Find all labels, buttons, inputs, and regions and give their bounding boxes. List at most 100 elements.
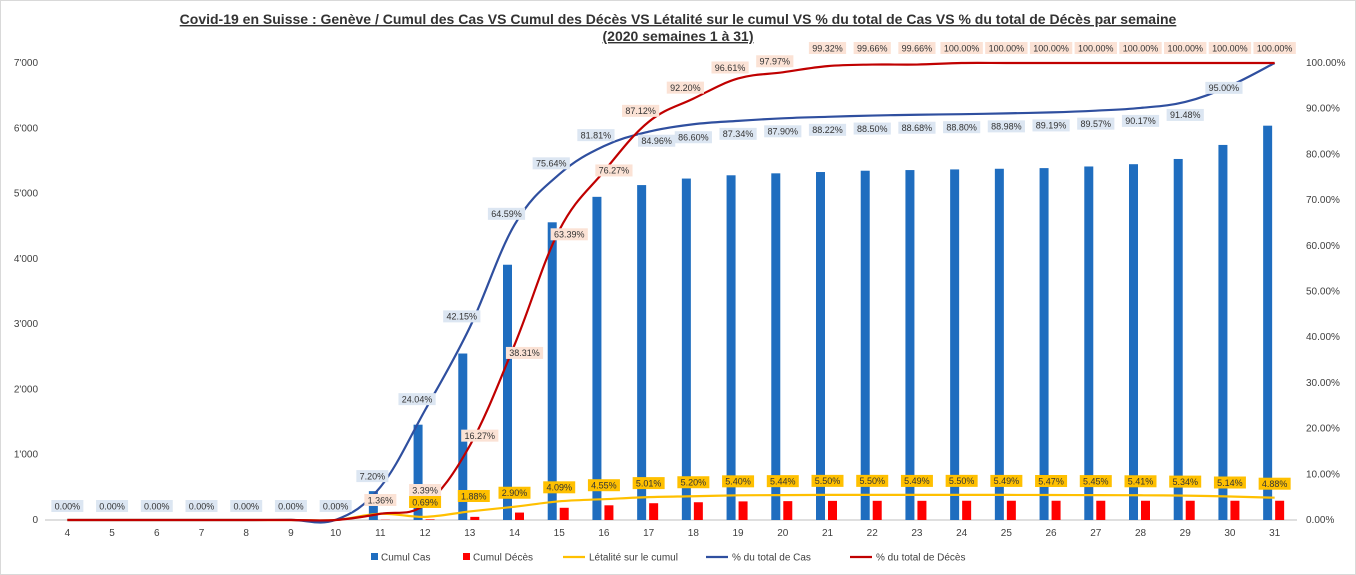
label-pct-cas-bg <box>898 121 936 134</box>
bar-cumul-cas <box>681 178 691 520</box>
bar-cumul-deces <box>425 519 435 520</box>
x-tick-label: 20 <box>777 528 789 539</box>
x-tick-label: 4 <box>65 528 71 539</box>
label-pct-deces-bg <box>595 164 633 177</box>
y-tick-label: 0 <box>32 515 38 526</box>
label-letalite-bg <box>722 475 755 488</box>
x-tick-label: 25 <box>1001 528 1013 539</box>
y2-tick-label: 40.00% <box>1306 332 1340 343</box>
x-tick-label: 15 <box>554 528 566 539</box>
label-pct-deces-bg <box>461 429 499 442</box>
bar-cumul-deces <box>1185 500 1195 520</box>
label-pct-cas-bg <box>1077 117 1115 130</box>
y2-tick-label: 30.00% <box>1306 378 1340 389</box>
bar-cumul-deces <box>872 500 882 520</box>
y2-tick-label: 20.00% <box>1306 424 1340 435</box>
label-pct-cas-bg <box>274 500 307 512</box>
label-letalite: 5.47% <box>1038 476 1064 486</box>
label-pct-cas-bg <box>764 125 802 138</box>
x-tick-label: 6 <box>154 528 160 539</box>
label-pct-cas-bg <box>230 500 263 512</box>
bar-cumul-cas <box>413 424 423 520</box>
data-labels: 0.00% 0.00% 0.00% 0.00% 0.00% 0.00% 0.00% 7.20%… <box>51 42 1296 512</box>
label-letalite-bg <box>1169 475 1202 488</box>
label-letalite: 5.14% <box>1217 478 1243 488</box>
label-pct-deces: 100.00% <box>1167 43 1203 53</box>
label-pct-cas: 89.19% <box>1036 121 1067 131</box>
label-letalite: 4.55% <box>591 481 617 491</box>
bar-cumul-cas <box>547 222 557 520</box>
label-letalite-bg <box>900 474 933 487</box>
label-pct-deces-bg <box>622 104 660 117</box>
x-tick-label: 17 <box>643 528 655 539</box>
label-pct-cas: 0.00% <box>144 501 170 511</box>
label-pct-cas: 84.96% <box>641 136 672 146</box>
label-pct-deces-bg <box>1253 42 1296 54</box>
y2-tick-label: 100.00% <box>1306 58 1346 69</box>
label-pct-deces: 100.00% <box>1123 43 1159 53</box>
label-pct-deces-bg <box>505 346 544 359</box>
label-pct-cas-bg <box>577 129 615 142</box>
label-pct-deces: 96.61% <box>715 63 746 73</box>
y2-tick-label: 90.00% <box>1306 104 1340 115</box>
label-pct-cas: 81.81% <box>581 130 612 140</box>
y-tick-label: 5'000 <box>14 189 39 200</box>
label-pct-deces-bg <box>1208 42 1252 54</box>
label-pct-deces-bg <box>756 55 794 68</box>
label-pct-cas: 88.80% <box>946 122 977 132</box>
label-letalite-bg <box>677 476 710 489</box>
bar-cumul-deces <box>828 500 837 520</box>
label-pct-cas-bg <box>443 310 481 323</box>
label-pct-cas-bg <box>1032 119 1070 132</box>
label-pct-deces: 100.00% <box>1078 43 1114 53</box>
legend: Cumul Cas Cumul Décès Létalité sur le cumu… <box>371 553 966 564</box>
label-pct-cas: 87.34% <box>723 129 754 139</box>
x-tick-label: 11 <box>375 528 386 539</box>
label-letalite-bg <box>766 475 799 488</box>
label-pct-cas: 91.48% <box>1170 110 1201 120</box>
label-pct-cas-bg <box>487 207 526 220</box>
y2-tick-label: 70.00% <box>1306 195 1340 206</box>
bar-cumul-deces <box>1096 500 1106 520</box>
label-letalite-bg <box>1079 475 1112 488</box>
label-letalite: 5.50% <box>815 476 841 486</box>
label-pct-cas: 88.50% <box>857 124 888 134</box>
bar-cumul-cas <box>637 185 647 520</box>
y-tick-label: 1'000 <box>14 450 39 461</box>
bar-cumul-cas <box>726 175 736 520</box>
label-letalite-bg <box>409 496 442 508</box>
label-letalite-bg <box>498 486 531 499</box>
label-pct-deces-bg <box>985 42 1028 54</box>
bar-cumul-cas <box>771 173 781 520</box>
label-letalite: 5.49% <box>904 476 930 486</box>
label-letalite-bg <box>945 474 978 487</box>
label-pct-cas: 0.00% <box>233 501 259 511</box>
bar-cumul-cas <box>860 170 870 520</box>
bar-cumul-cas <box>1263 125 1273 520</box>
label-letalite-bg <box>811 474 844 487</box>
legend-label: Cumul Décès <box>473 553 533 564</box>
label-pct-deces-bg <box>409 484 442 496</box>
label-letalite: 5.50% <box>859 476 885 486</box>
bar-cumul-deces <box>783 501 793 520</box>
label-pct-deces: 76.27% <box>599 166 630 176</box>
bar-cumul-deces <box>559 507 569 520</box>
x-tick-label: 24 <box>956 528 968 539</box>
y-tick-label: 7'000 <box>14 58 39 69</box>
bar-cumul-cas <box>592 196 602 521</box>
label-pct-deces: 3.39% <box>412 485 438 495</box>
legend-label: % du total de Cas <box>732 553 811 564</box>
label-letalite: 5.40% <box>725 477 751 487</box>
bar-cumul-cas <box>950 169 960 520</box>
label-letalite: 5.49% <box>994 476 1020 486</box>
legend-label: % du total de Décès <box>876 553 966 564</box>
label-pct-deces: 99.32% <box>812 43 843 53</box>
x-tick-label: 22 <box>867 528 879 539</box>
axes: 0 1'000 2'000 3'000 4'000 5'000 6'000 7'000 0.00… <box>14 58 1346 539</box>
label-pct-cas: 87.90% <box>768 127 799 137</box>
label-letalite-bg <box>457 490 490 502</box>
label-pct-cas: 95.00% <box>1209 83 1240 93</box>
legend-swatch <box>371 553 378 560</box>
bar-cumul-deces <box>693 502 703 520</box>
label-letalite-bg <box>364 494 397 506</box>
